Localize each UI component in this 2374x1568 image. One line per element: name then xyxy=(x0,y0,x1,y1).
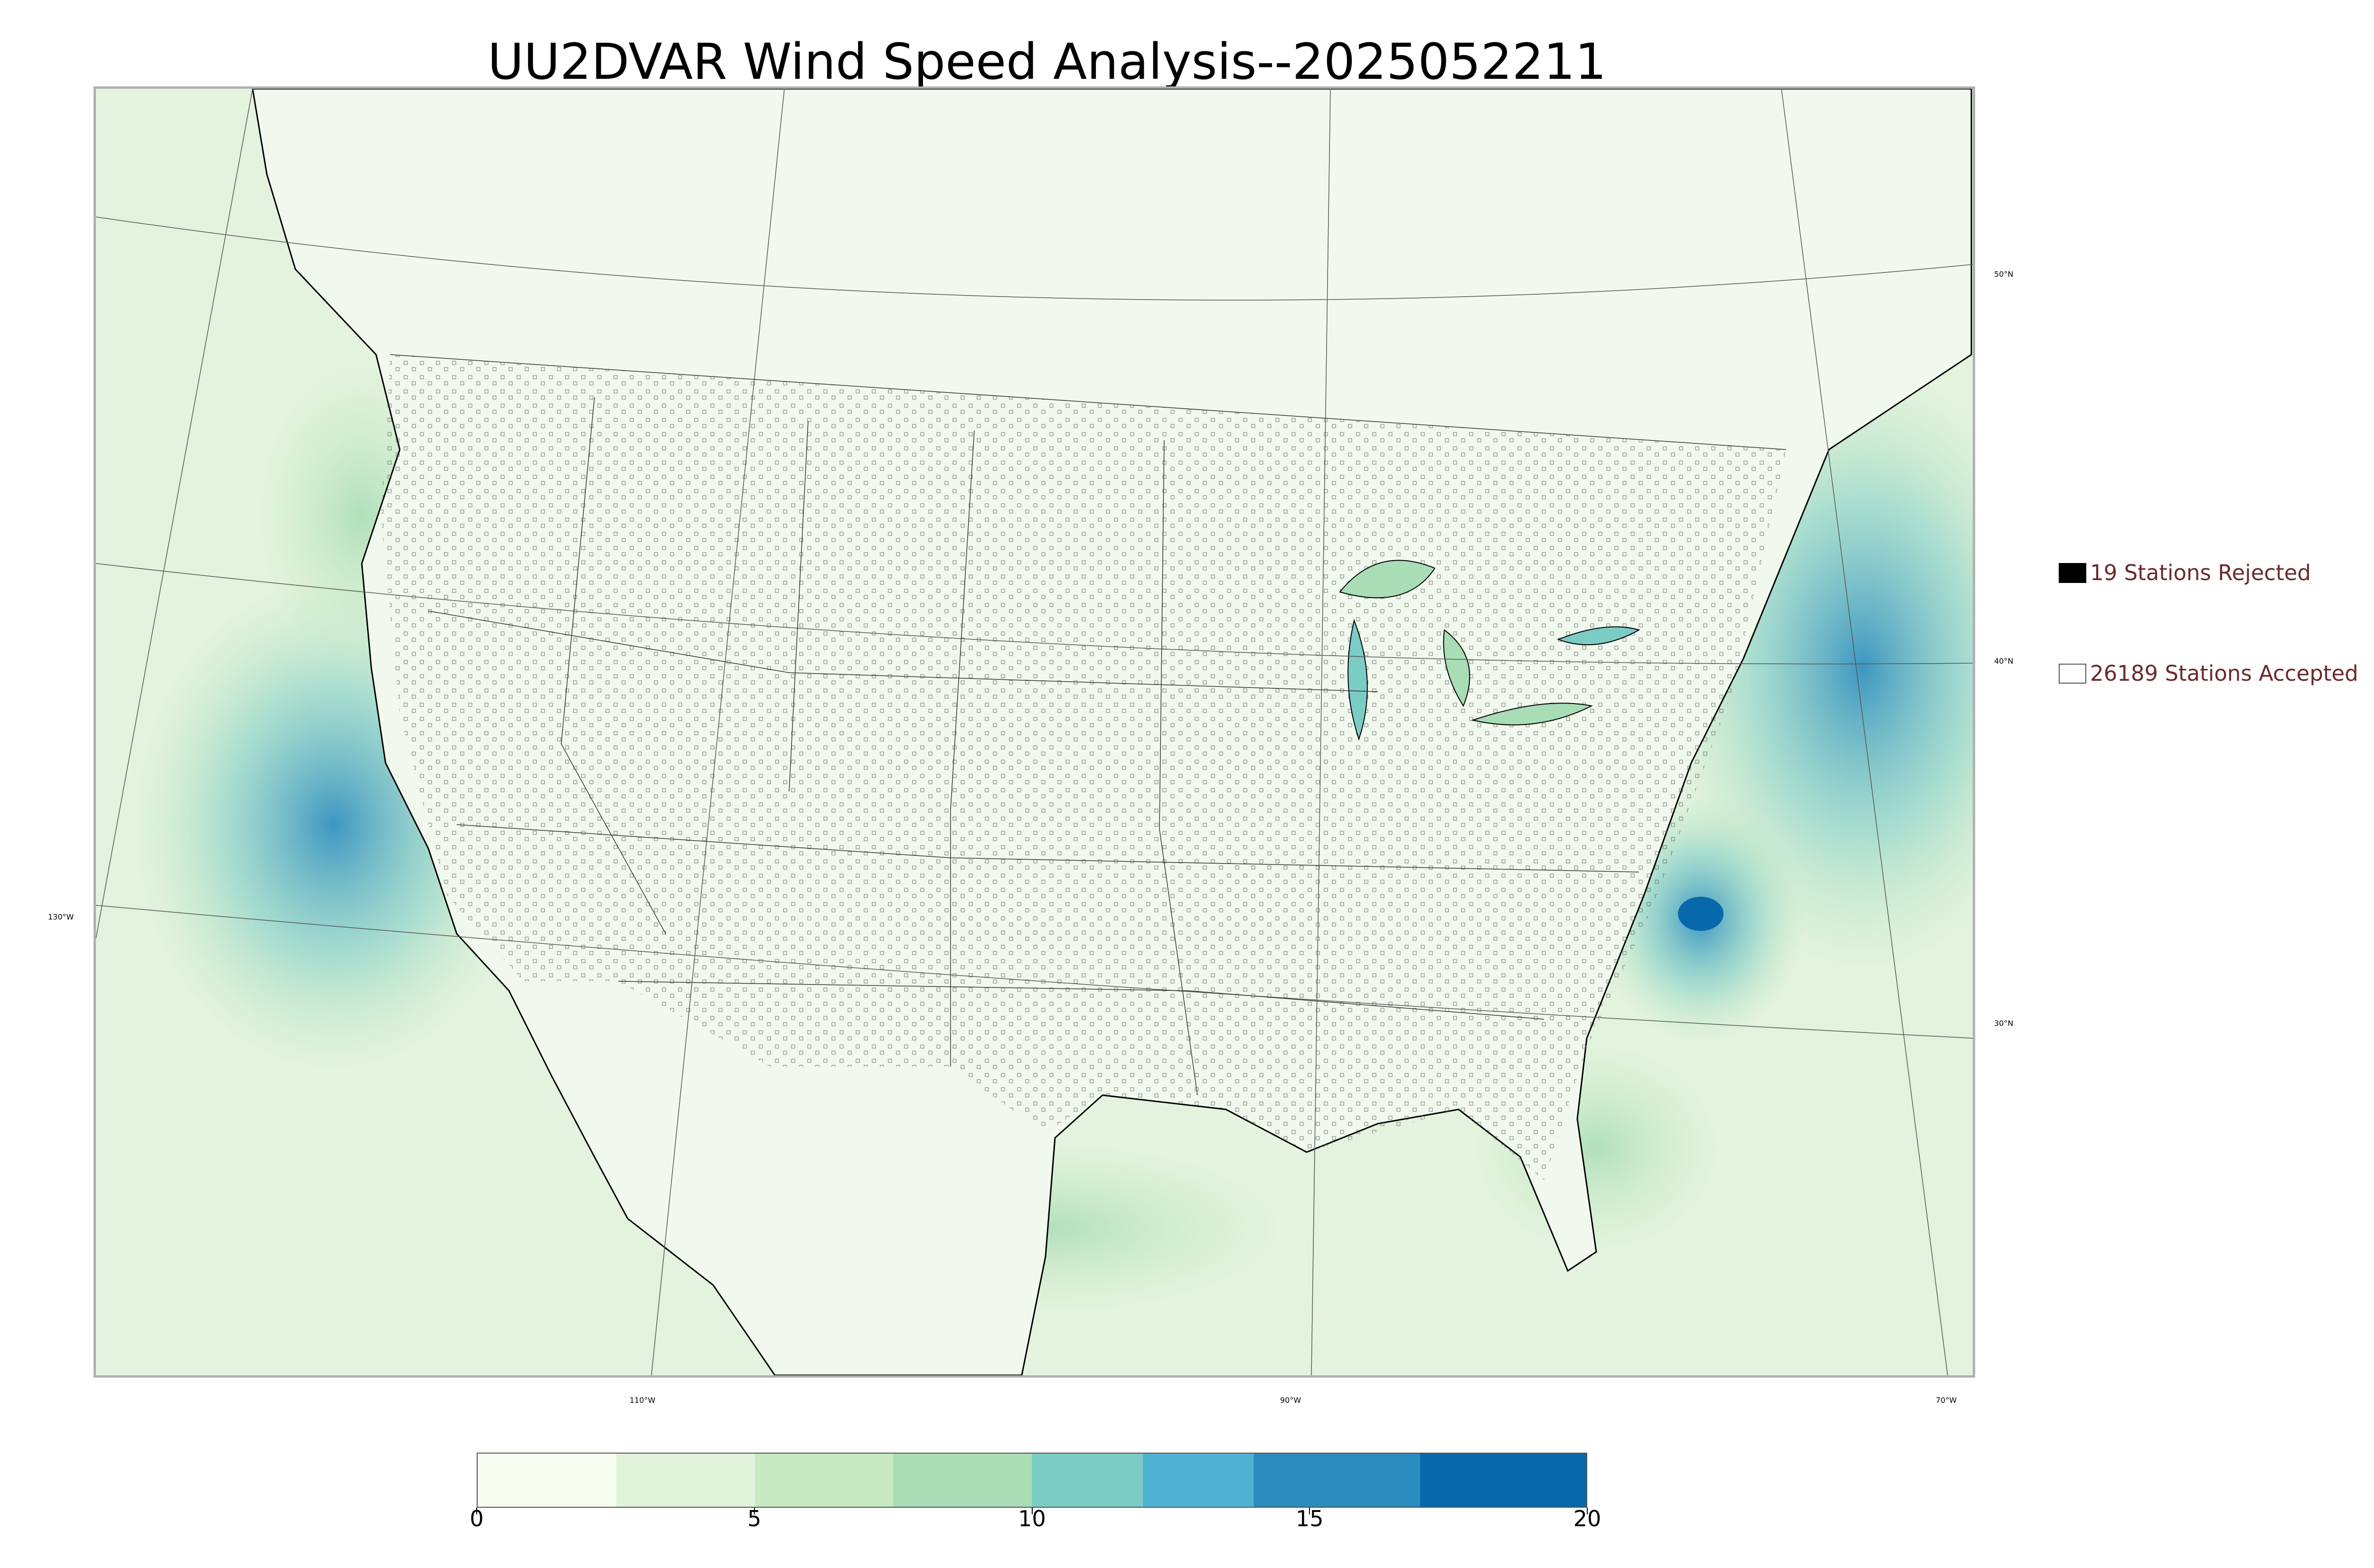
legend-accepted-label: 26189 Stations Accepted xyxy=(2090,661,2358,686)
lon-label-70w: 70°W xyxy=(1936,1396,1957,1405)
map-canvas xyxy=(96,89,1973,1375)
lon-label-130w: 130°W xyxy=(48,912,74,921)
rejected-station-marker xyxy=(2059,563,2086,583)
lake-huron xyxy=(1443,629,1470,707)
colorbar-tick xyxy=(1031,1508,1033,1514)
legend-accepted: 26189 Stations Accepted xyxy=(2059,661,2358,686)
lat-label-50n: 50°N xyxy=(1994,270,2014,279)
lake-ontario xyxy=(1557,626,1640,646)
lat-label-30n: 30°N xyxy=(1994,1019,2014,1028)
colorbar-tick-label: 20 xyxy=(1573,1506,1602,1531)
colorbar-tick xyxy=(1309,1508,1310,1514)
legend-rejected: 19 Stations Rejected xyxy=(2059,560,2311,585)
wind-speed-map xyxy=(94,86,1975,1378)
lake-superior xyxy=(1339,560,1436,599)
lake-michigan xyxy=(1347,619,1368,741)
colorbar xyxy=(477,1453,1587,1508)
colorbar-tick-label: 0 xyxy=(470,1506,484,1531)
lon-label-110w: 110°W xyxy=(630,1396,656,1405)
legend-rejected-label: 19 Stations Rejected xyxy=(2090,560,2311,585)
lat-label-40n: 40°N xyxy=(1994,657,2014,666)
accepted-station-marker xyxy=(2059,663,2086,684)
lon-label-90w: 90°W xyxy=(1280,1396,1301,1405)
colorbar-tick-label: 15 xyxy=(1295,1506,1324,1531)
graticule xyxy=(96,89,1973,1375)
colorbar-tick-label: 10 xyxy=(1018,1506,1046,1531)
colorbar-tick xyxy=(1587,1508,1588,1514)
wind-max-core xyxy=(1678,897,1724,931)
station-markers xyxy=(381,355,1786,1181)
state-borders xyxy=(390,354,1787,1096)
colorbar-tick xyxy=(476,1508,477,1514)
map-title: UU2DVAR Wind Speed Analysis--2025052211 xyxy=(488,33,1607,91)
colorbar-tick xyxy=(754,1508,755,1514)
lake-erie xyxy=(1471,703,1593,725)
colorbar-tick-label: 5 xyxy=(747,1506,762,1531)
